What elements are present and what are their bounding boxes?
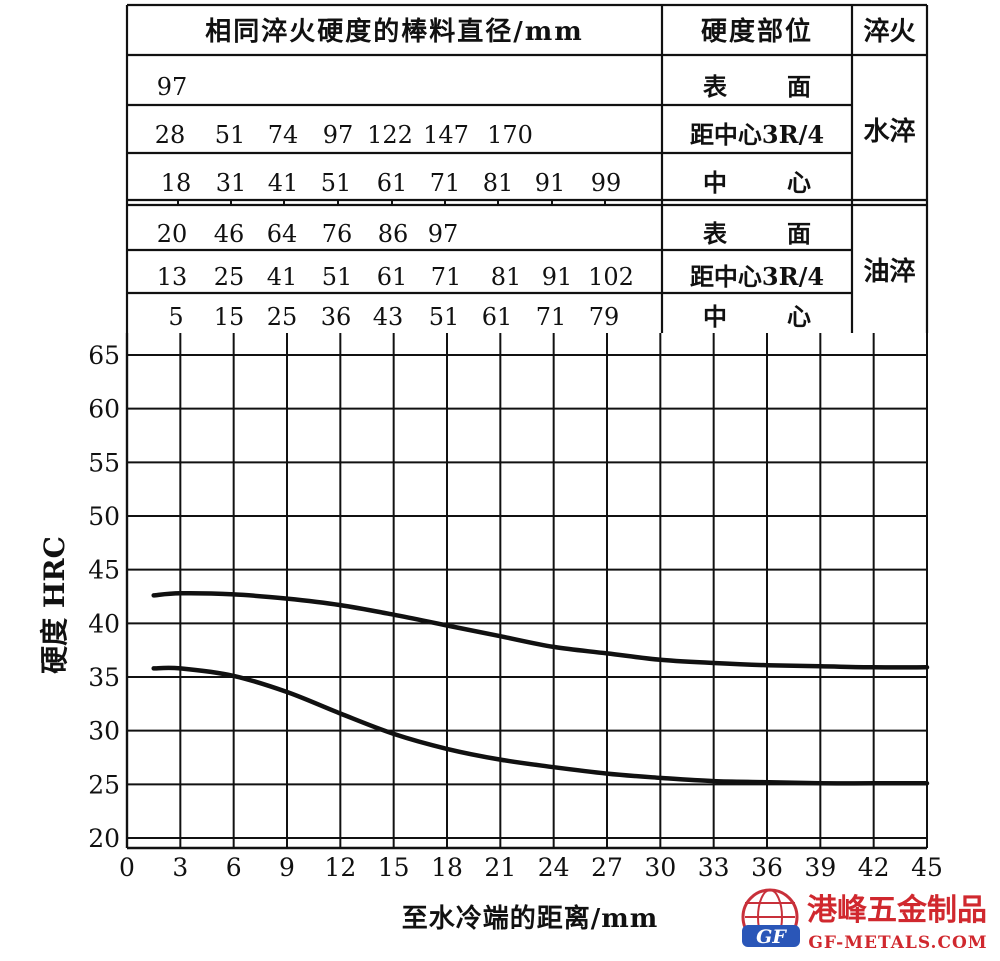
diameter-value: 41 (268, 169, 299, 197)
x-tick-label: 12 (324, 853, 356, 882)
hardness-position-label: 中心 (703, 302, 871, 331)
upper-band-curve (151, 591, 930, 670)
x-tick-label: 27 (591, 853, 623, 882)
diameter-value: 61 (377, 263, 408, 291)
diameter-value: 51 (215, 121, 246, 149)
diameter-value: 81 (483, 169, 514, 197)
x-tick-label: 3 (172, 853, 188, 882)
diameter-value: 46 (214, 220, 245, 248)
diameter-value: 28 (155, 121, 186, 149)
table-header-diameter: 相同淬火硬度的棒料直径/mm (205, 16, 584, 47)
watermark: GF 港峰五金制品 GF-METALS.COM (741, 888, 987, 953)
diameter-value: 64 (267, 220, 298, 248)
gf-logo: GF (741, 888, 800, 948)
diameter-value: 86 (378, 220, 409, 248)
diameter-value: 13 (157, 263, 188, 291)
y-tick-label: 45 (88, 556, 120, 585)
hardness-position-label: 距中心3R/4 (690, 120, 824, 149)
hardness-position-label: 中心 (703, 168, 871, 197)
diameter-value: 102 (588, 263, 634, 291)
diameter-value: 20 (157, 220, 188, 248)
diameter-value: 18 (161, 169, 192, 197)
y-tick-label: 50 (88, 502, 120, 531)
quench-water-label: 水淬 (863, 116, 915, 147)
y-tick-label: 65 (88, 341, 120, 370)
y-tick-label: 55 (88, 448, 120, 477)
y-tick-label: 25 (88, 770, 120, 799)
diameter-value: 43 (373, 303, 404, 331)
quench-oil-label: 油淬 (863, 256, 915, 287)
x-tick-label: 6 (226, 853, 242, 882)
diameter-value: 25 (214, 263, 245, 291)
x-tick-label: 24 (538, 853, 570, 882)
y-tick-label: 35 (88, 663, 120, 692)
diameter-value: 15 (214, 303, 245, 331)
x-tick-label: 18 (431, 853, 463, 882)
diameter-value: 97 (323, 121, 354, 149)
diameter-value: 74 (268, 121, 299, 149)
diameter-value: 71 (536, 303, 567, 331)
x-tick-label: 33 (698, 853, 730, 882)
x-tick-label: 9 (279, 853, 295, 882)
diameter-value: 61 (377, 169, 408, 197)
diameter-value: 25 (267, 303, 298, 331)
diameter-value: 5 (168, 303, 183, 331)
diameter-value: 170 (487, 121, 533, 149)
y-tick-label: 40 (88, 609, 120, 638)
diameter-value: 122 (367, 121, 413, 149)
diameter-value: 79 (589, 303, 620, 331)
x-tick-label: 36 (751, 853, 783, 882)
diameter-value: 36 (321, 303, 352, 331)
x-axis-title: 至水冷端的距离/mm (402, 903, 659, 934)
diameter-value: 71 (431, 263, 462, 291)
hardness-position-label: 距中心3R/4 (690, 262, 824, 291)
diameter-value: 97 (428, 220, 459, 248)
hardness-position-label: 表面 (703, 72, 871, 101)
x-tick-label: 39 (804, 853, 836, 882)
x-tick-label: 21 (484, 853, 516, 882)
y-axis-title: 硬度 HRC (38, 536, 71, 674)
table-header-position: 硬度部位 (701, 16, 813, 47)
watermark-url: GF-METALS.COM (808, 933, 987, 953)
x-tick-label: 15 (378, 853, 410, 882)
table-header-quench: 淬火 (863, 16, 915, 47)
diameter-value: 147 (423, 121, 469, 149)
x-tick-label: 42 (858, 853, 890, 882)
diameter-value: 51 (429, 303, 460, 331)
diameter-value: 99 (591, 169, 622, 197)
diameter-value: 51 (321, 169, 352, 197)
diameter-value: 91 (542, 263, 573, 291)
x-tick-label: 45 (911, 853, 943, 882)
logo-letters: GF (756, 926, 787, 948)
diameter-value: 51 (322, 263, 353, 291)
y-tick-label: 20 (88, 824, 120, 853)
watermark-company-name: 港峰五金制品 (807, 893, 987, 928)
diameter-value: 91 (535, 169, 566, 197)
diameter-value: 61 (482, 303, 513, 331)
diameter-value: 76 (322, 220, 353, 248)
diameter-value: 97 (157, 73, 188, 101)
diameter-value: 81 (491, 263, 522, 291)
lower-band-curve (151, 665, 930, 786)
diameter-value: 71 (430, 169, 461, 197)
hardness-position-label: 表面 (703, 219, 871, 248)
y-tick-label: 30 (88, 717, 120, 746)
x-tick-label: 30 (644, 853, 676, 882)
x-tick-label: 0 (119, 853, 135, 882)
diameter-value: 31 (216, 169, 247, 197)
diameter-value: 41 (267, 263, 298, 291)
logo-banner (742, 925, 800, 947)
y-tick-label: 60 (88, 395, 120, 424)
diameter-table: 相同淬火硬度的棒料直径/mm 硬度部位 淬火 97 表面 28 51 74 97 122 147 17… (125, 3, 929, 333)
